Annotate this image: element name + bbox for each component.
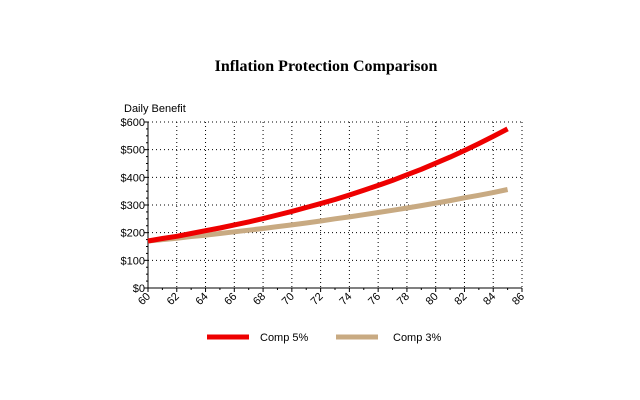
legend-label-1: Comp 3% bbox=[393, 332, 442, 344]
y-tick-label: $500 bbox=[121, 145, 145, 157]
chart-title: Inflation Protection Comparison bbox=[215, 58, 438, 75]
x-tick-label: 76 bbox=[366, 291, 383, 308]
x-tick-label: 78 bbox=[395, 291, 412, 308]
x-tick-label: 80 bbox=[424, 291, 441, 308]
x-tick-label: 66 bbox=[222, 291, 239, 308]
x-tick-label: 64 bbox=[194, 291, 211, 308]
x-tick-label: 74 bbox=[337, 291, 354, 308]
x-tick-label: 68 bbox=[251, 291, 268, 308]
x-tick-label: 82 bbox=[452, 291, 469, 308]
series-line-1 bbox=[147, 187, 509, 244]
legend: Comp 5% Comp 3% bbox=[207, 332, 442, 344]
x-tick-label: 84 bbox=[481, 291, 498, 308]
y-tick-label: $0 bbox=[133, 283, 145, 295]
y-tick-label: $600 bbox=[121, 117, 145, 129]
x-tick-label: 70 bbox=[280, 291, 297, 308]
y-axis-label: Daily Benefit bbox=[124, 103, 186, 115]
y-tick-label: $100 bbox=[121, 255, 145, 267]
grid bbox=[148, 121, 523, 288]
x-tick-label: 86 bbox=[510, 291, 527, 308]
x-tick-label: 62 bbox=[165, 291, 182, 308]
y-tick-label: $200 bbox=[121, 228, 145, 240]
series-lines bbox=[147, 126, 509, 244]
y-tick-label: $300 bbox=[121, 200, 145, 212]
series-line-0 bbox=[147, 126, 509, 244]
legend-label-0: Comp 5% bbox=[260, 332, 309, 344]
x-tick-label: 72 bbox=[309, 291, 326, 308]
y-tick-label: $400 bbox=[121, 172, 145, 184]
